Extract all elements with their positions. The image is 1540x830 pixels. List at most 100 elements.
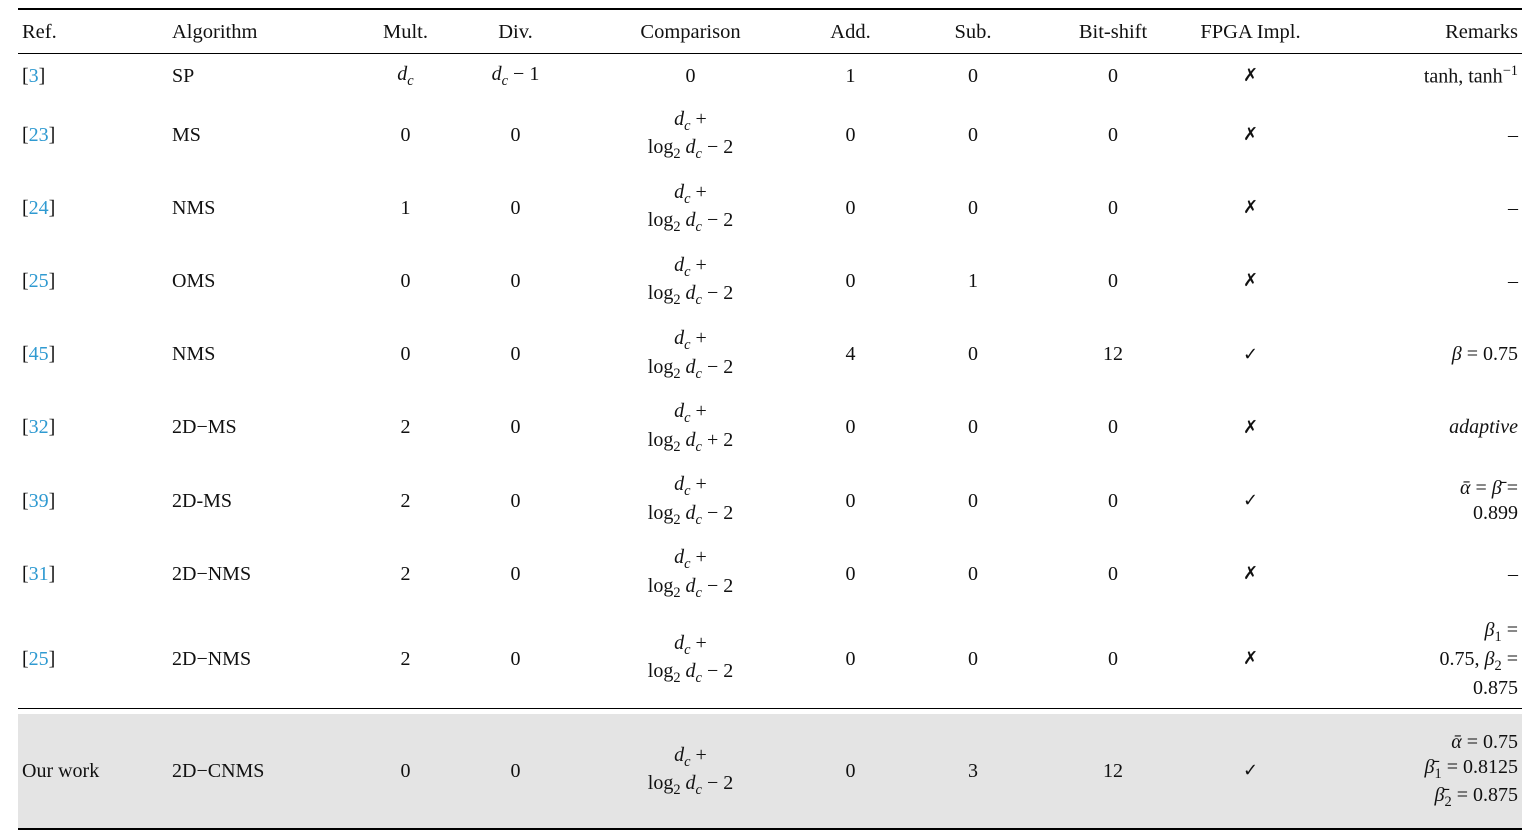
algorithm-cell: NMS	[172, 197, 216, 220]
comparison-cell: dc + log2 dc − 2	[647, 253, 734, 309]
header-mult: Mult.	[358, 9, 453, 54]
sub-cell: 0	[968, 123, 978, 146]
sub-cell: 0	[968, 489, 978, 512]
header-div: Div.	[453, 9, 578, 54]
comparison-cell: 0	[685, 65, 696, 88]
citation-link[interactable]: 23	[28, 123, 49, 146]
table-header: Ref. Algorithm Mult. Div. Comparison Add…	[18, 9, 1522, 54]
add-cell: 0	[845, 416, 856, 439]
ref-cell: [23]	[22, 123, 56, 146]
separator-rule-line	[18, 707, 1522, 715]
mult-cell: dc	[397, 63, 414, 89]
div-cell: dc − 1	[491, 63, 540, 89]
bitshift-cell: 0	[1108, 65, 1118, 88]
add-cell: 0	[845, 270, 856, 293]
remarks-cell: –	[1508, 270, 1518, 293]
header-comparison: Comparison	[578, 9, 803, 54]
bitshift-cell: 0	[1108, 489, 1118, 512]
bitshift-cell: 0	[1108, 197, 1118, 220]
add-cell: 4	[845, 343, 856, 366]
comparison-cell: dc + log2 dc − 2	[578, 714, 803, 829]
add-cell: 0	[845, 489, 856, 512]
add-cell: 0	[845, 648, 856, 670]
table-row: [45] NMS 0 0 dc + log2 dc − 2 4 0 12 ✓ β = 0.75	[18, 318, 1522, 391]
algorithm-cell: SP	[172, 65, 195, 88]
div-cell: 0	[510, 123, 521, 146]
header-row: Ref. Algorithm Mult. Div. Comparison Add…	[18, 9, 1522, 54]
sub-cell: 1	[968, 270, 978, 293]
citation-link[interactable]: 45	[28, 343, 49, 366]
mult-cell: 0	[400, 270, 411, 293]
citation-link[interactable]: 24	[28, 197, 49, 220]
header-algorithm: Algorithm	[168, 9, 358, 54]
mult-cell: 2	[400, 648, 411, 670]
ref-cell: [45]	[22, 343, 56, 366]
algorithm-cell: 2D−NMS	[172, 562, 252, 585]
bitshift-cell: 12	[1103, 343, 1123, 366]
citation-link[interactable]: 3	[28, 65, 39, 88]
remarks-cell: β1 = 0.75, β2 = 0.875	[1439, 619, 1518, 699]
div-cell: 0	[510, 343, 521, 366]
ref-cell: [25]	[22, 648, 56, 670]
remarks-cell: ᾱ = 0.75 β̄1 = 0.8125 β̄2 = 0.875	[1323, 714, 1522, 829]
fpga-impl-cell: ✗	[1242, 416, 1259, 438]
citation-link[interactable]: 25	[28, 648, 49, 670]
bitshift-cell: 0	[1108, 648, 1118, 670]
comparison-cell: dc + log2 dc − 2	[647, 473, 734, 528]
fpga-impl-cell: ✗	[1242, 648, 1259, 670]
remarks-cell: tanh, tanh−1	[1423, 63, 1518, 88]
ref-cell: Our work	[18, 714, 168, 829]
separator-rule	[18, 707, 1522, 715]
sub-cell: 0	[968, 197, 978, 220]
table-row: [3] SP dc dc − 1 0 1 0 0 ✗ tanh, tanh−1	[18, 54, 1522, 99]
comparison-cell: dc + log2 dc − 2	[647, 326, 734, 382]
fpga-impl-cell: ✗	[1242, 197, 1259, 219]
sub-cell: 3	[898, 714, 1048, 829]
sub-cell: 0	[968, 648, 978, 670]
bitshift-cell: 0	[1108, 270, 1118, 293]
table-row: Our work 2D−CNMS 0 0 dc + log2 dc − 2 0 3 12 ✓ ᾱ =…	[18, 714, 1522, 829]
algorithm-cell: 2D−NMS	[172, 648, 252, 670]
table-row: [25] 2D−NMS 2 0 dc + log2 dc − 2 0 0 0 ✗ β1 = 0.75,…	[18, 610, 1522, 708]
ref-cell: [3]	[22, 65, 46, 88]
algorithm-cell: 2D-MS	[172, 489, 233, 512]
citation-link[interactable]: 31	[28, 562, 49, 585]
remarks-cell: adaptive	[1449, 416, 1518, 439]
add-cell: 0	[845, 123, 856, 146]
add-cell: 0	[845, 197, 856, 220]
algorithm-cell: MS	[172, 123, 201, 146]
header-add: Add.	[803, 9, 898, 54]
fpga-impl-cell: ✗	[1242, 65, 1259, 87]
algorithm-cell: OMS	[172, 270, 216, 293]
header-bitshift: Bit-shift	[1048, 9, 1178, 54]
fpga-impl-cell: ✗	[1242, 270, 1259, 292]
comparison-cell: dc + log2 dc − 2	[647, 631, 734, 687]
table-row: [23] MS 0 0 dc + log2 dc − 2 0 0 0 ✗ –	[18, 99, 1522, 172]
sub-cell: 0	[968, 65, 978, 88]
div-cell: 0	[510, 197, 521, 220]
citation-link[interactable]: 32	[28, 416, 49, 439]
div-cell: 0	[510, 489, 521, 512]
add-cell: 0	[803, 714, 898, 829]
algorithm-cell: 2D−CNMS	[168, 714, 358, 829]
mult-cell: 2	[400, 416, 411, 439]
citation-link[interactable]: 39	[28, 489, 49, 512]
fpga-impl-cell: ✓	[1178, 714, 1323, 829]
ref-cell: [31]	[22, 562, 56, 585]
citation-link[interactable]: 25	[28, 270, 49, 293]
div-cell: 0	[510, 270, 521, 293]
bitshift-cell: 0	[1108, 123, 1118, 146]
div-cell: 0	[510, 562, 521, 585]
header-fpga: FPGA Impl.	[1178, 9, 1323, 54]
comparison-cell: dc + log2 dc + 2	[647, 400, 734, 455]
header-sub: Sub.	[898, 9, 1048, 54]
bitshift-cell: 0	[1108, 562, 1118, 585]
table-row: [25] OMS 0 0 dc + log2 dc − 2 0 1 0 ✗ –	[18, 245, 1522, 318]
bitshift-cell: 0	[1108, 416, 1118, 439]
remarks-cell: –	[1508, 197, 1518, 220]
algorithm-comparison-table: Ref. Algorithm Mult. Div. Comparison Add…	[18, 8, 1522, 830]
table-row: [24] NMS 1 0 dc + log2 dc − 2 0 0 0 ✗ –	[18, 172, 1522, 245]
table-row: [32] 2D−MS 2 0 dc + log2 dc + 2 0 0 0 ✗ adaptive	[18, 391, 1522, 464]
comparison-cell: dc + log2 dc − 2	[647, 107, 734, 163]
